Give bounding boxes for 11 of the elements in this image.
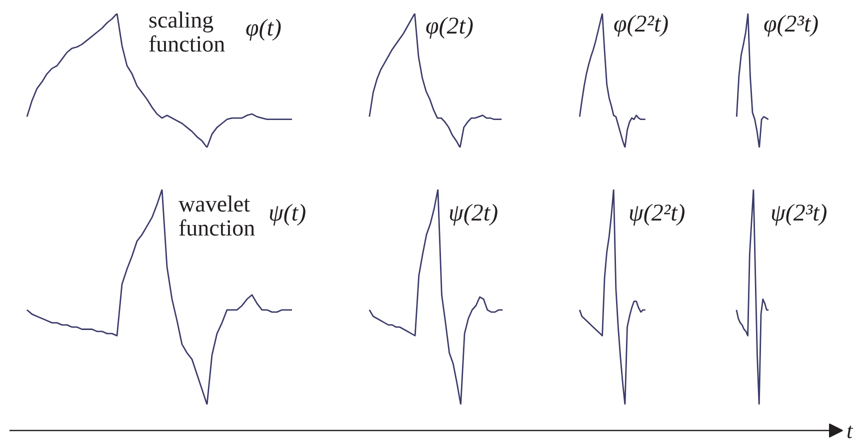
chart-title: φ(2³t): [764, 11, 819, 38]
chart-title: φ(2²t): [614, 11, 669, 38]
chart-title: ψ(2²t): [628, 200, 686, 226]
annotation: scaling function: [148, 8, 226, 56]
chart-title: φ(2t): [426, 13, 474, 40]
chart-title: φ(t): [246, 15, 282, 42]
text: t: [846, 418, 854, 442]
annotation: wavelet function: [178, 192, 256, 240]
chart-title: ψ(t): [268, 200, 306, 226]
chart-title: ψ(2t): [448, 200, 498, 226]
chart-title: ψ(2³t): [770, 200, 828, 226]
